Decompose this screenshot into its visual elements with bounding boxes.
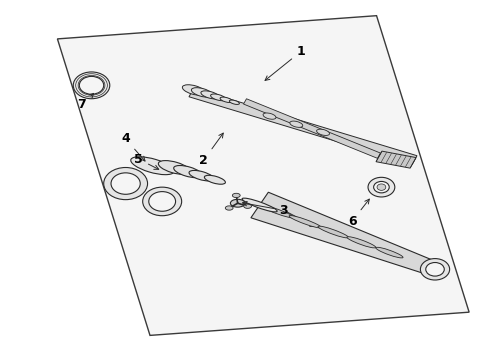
Ellipse shape <box>192 88 213 97</box>
Ellipse shape <box>204 175 225 184</box>
Ellipse shape <box>242 198 277 212</box>
Ellipse shape <box>173 166 202 177</box>
Ellipse shape <box>318 226 348 238</box>
Ellipse shape <box>374 181 389 193</box>
Ellipse shape <box>189 170 214 181</box>
Ellipse shape <box>317 129 329 135</box>
Polygon shape <box>189 88 417 164</box>
Ellipse shape <box>377 184 386 190</box>
Ellipse shape <box>376 247 403 258</box>
Polygon shape <box>376 151 416 168</box>
Text: 7: 7 <box>77 93 94 112</box>
Ellipse shape <box>220 97 232 103</box>
Ellipse shape <box>244 204 251 208</box>
Ellipse shape <box>143 187 182 216</box>
Text: 2: 2 <box>199 133 223 167</box>
Ellipse shape <box>230 199 245 207</box>
Ellipse shape <box>420 258 450 280</box>
Polygon shape <box>57 16 469 336</box>
Polygon shape <box>244 99 380 158</box>
Text: 3: 3 <box>243 202 288 217</box>
Text: 1: 1 <box>265 45 305 80</box>
Ellipse shape <box>229 100 240 104</box>
Ellipse shape <box>426 262 444 276</box>
Ellipse shape <box>104 167 147 200</box>
Ellipse shape <box>73 72 110 99</box>
Ellipse shape <box>260 205 294 218</box>
Ellipse shape <box>158 161 190 174</box>
Ellipse shape <box>368 177 395 197</box>
Text: 4: 4 <box>121 132 145 161</box>
Polygon shape <box>251 192 440 276</box>
Ellipse shape <box>347 237 376 248</box>
Ellipse shape <box>149 192 175 211</box>
Ellipse shape <box>131 157 174 175</box>
Text: 6: 6 <box>348 199 369 228</box>
Ellipse shape <box>232 193 240 198</box>
Text: 5: 5 <box>134 153 159 169</box>
Ellipse shape <box>201 91 219 99</box>
Ellipse shape <box>263 113 276 119</box>
Ellipse shape <box>290 121 303 127</box>
Ellipse shape <box>111 173 140 194</box>
Ellipse shape <box>182 85 205 95</box>
Ellipse shape <box>79 76 104 94</box>
Ellipse shape <box>225 206 233 210</box>
Ellipse shape <box>211 94 226 101</box>
Ellipse shape <box>289 216 321 228</box>
